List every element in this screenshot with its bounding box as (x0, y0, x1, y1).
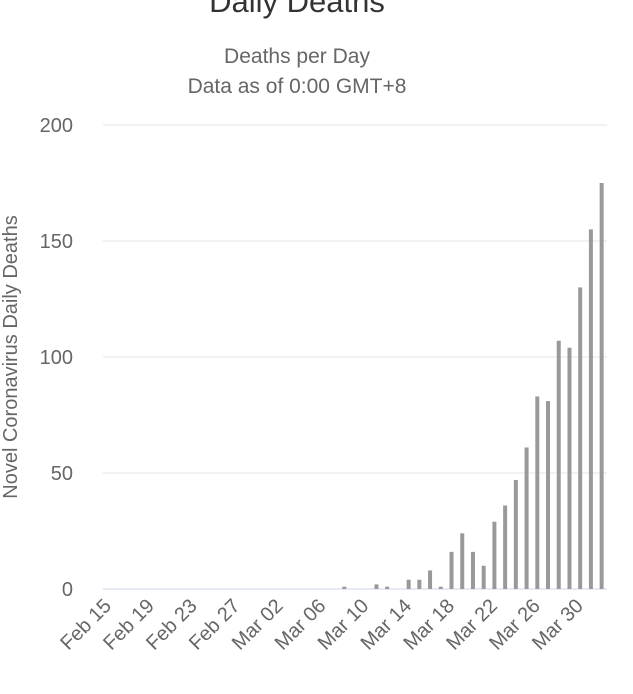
y-tick-label: 100 (40, 347, 73, 369)
bar (374, 584, 379, 589)
bar (460, 533, 465, 589)
y-tick-label: 0 (62, 579, 73, 601)
bar (556, 340, 561, 589)
chart-subtitle: Deaths per Day (224, 45, 370, 68)
bar (470, 551, 475, 589)
bar (513, 479, 518, 589)
bar (417, 579, 422, 589)
bar (524, 447, 529, 589)
bar (588, 229, 593, 589)
chart-subtitle: Data as of 0:00 GMT+8 (188, 75, 407, 98)
y-tick-label: 50 (51, 463, 73, 485)
bar (535, 396, 540, 589)
bar (599, 183, 604, 589)
bar (567, 347, 572, 589)
bar (385, 586, 390, 589)
bar (438, 586, 443, 589)
y-tick-label: 200 (40, 115, 73, 137)
bar (503, 505, 508, 589)
bar (428, 570, 433, 589)
bar (492, 521, 497, 589)
bar (406, 579, 411, 589)
bar (546, 401, 551, 589)
bar (449, 551, 454, 589)
bar (481, 565, 486, 589)
y-axis-label: Novel Coronavirus Daily Deaths (0, 215, 22, 498)
bar (342, 586, 347, 589)
y-tick-label: 150 (40, 231, 73, 253)
chart-title: Daily Deaths (209, 0, 385, 19)
bar (578, 287, 583, 589)
